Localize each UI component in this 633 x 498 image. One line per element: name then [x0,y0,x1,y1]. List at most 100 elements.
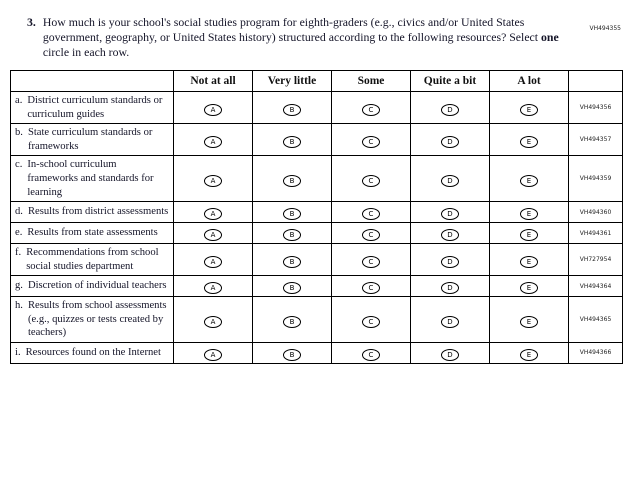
answer-bubble-a-lot[interactable]: E [520,135,538,148]
answer-cell: E [489,201,569,224]
answer-bubble-very-little[interactable]: B [283,135,301,148]
table-row: a. District curriculum standards or curri… [10,91,623,125]
question-text: How much is your school's social studies… [43,15,563,60]
answer-bubble-some[interactable]: C [362,348,380,361]
row-letter: d. [15,206,23,218]
answer-bubble-quite-a-bit[interactable]: D [441,348,459,361]
answer-cell: D [410,341,490,364]
row-label: Discretion of individual teachers [27,280,167,292]
answer-bubble-very-little[interactable]: B [283,315,301,328]
answer-bubble-very-little[interactable]: B [283,103,301,116]
row-label-cell: f. Recommendations from school social stu… [10,243,174,277]
answer-bubble-some[interactable]: C [362,229,380,242]
table-row: d. Results from district assessments A B C D E… [10,201,623,224]
answer-bubble-quite-a-bit[interactable]: D [441,255,459,268]
question-text-after: circle in each row. [42,45,130,60]
answer-cell: C [331,275,411,298]
column-header-some: Some [331,70,411,93]
answer-cell: C [331,201,411,224]
answer-bubble-some[interactable]: C [362,255,380,268]
answer-bubble-a-lot[interactable]: E [520,282,538,295]
answer-cell: E [489,123,569,157]
row-letter: g. [15,280,23,292]
answer-cell: B [252,296,332,343]
answer-cell: C [331,243,411,277]
row-label: Results from state assessments [27,227,158,239]
answer-bubble-quite-a-bit[interactable]: D [441,229,459,242]
response-table-header: Not at all Very little Some Quite a bit … [10,70,623,93]
answer-bubble-a-lot[interactable]: E [520,208,538,221]
answer-bubble-some[interactable]: C [362,315,380,328]
answer-bubble-not-at-all[interactable]: A [204,103,222,116]
answer-bubble-very-little[interactable]: B [283,255,301,268]
answer-cell: B [252,123,332,157]
answer-bubble-very-little[interactable]: B [283,348,301,361]
answer-cell: E [489,296,569,343]
row-label-cell: g. Discretion of individual teachers [10,275,174,298]
answer-cell: A [173,275,253,298]
column-header-very-little: Very little [252,70,332,93]
answer-bubble-quite-a-bit[interactable]: D [441,174,459,187]
answer-bubble-a-lot[interactable]: E [520,229,538,242]
answer-cell: A [173,201,253,224]
answer-bubble-a-lot[interactable]: E [520,103,538,116]
answer-bubble-a-lot[interactable]: E [520,315,538,328]
answer-bubble-not-at-all[interactable]: A [204,255,222,268]
row-label-cell: b. State curriculum standards or framewor… [10,123,174,157]
answer-bubble-quite-a-bit[interactable]: D [441,315,459,328]
answer-cell: C [331,222,411,245]
answer-bubble-not-at-all[interactable]: A [204,229,222,242]
answer-cell: D [410,222,490,245]
question-bold-word: one [541,30,559,45]
row-code: VH494357 [568,123,623,157]
answer-bubble-some[interactable]: C [362,208,380,221]
table-row: f. Recommendations from school social stu… [10,243,623,277]
row-label: Resources found on the Internet [25,347,161,359]
row-label: In-school curriculum frameworks and stan… [27,159,154,198]
answer-bubble-very-little[interactable]: B [283,282,301,295]
answer-bubble-very-little[interactable]: B [283,229,301,242]
answer-bubble-quite-a-bit[interactable]: D [441,282,459,295]
row-letter: b. [15,127,23,139]
row-label-cell: i. Resources found on the Internet [10,341,174,364]
row-letter: h. [15,300,23,312]
question-number: 3. [27,15,36,29]
answer-bubble-not-at-all[interactable]: A [204,174,222,187]
answer-bubble-quite-a-bit[interactable]: D [441,135,459,148]
answer-bubble-very-little[interactable]: B [283,208,301,221]
answer-bubble-not-at-all[interactable]: A [204,348,222,361]
row-label: Results from district assessments [27,206,169,218]
answer-bubble-a-lot[interactable]: E [520,348,538,361]
row-label-cell: e. Results from state assessments [10,222,174,245]
row-label: Recommendations from school social studi… [26,247,159,272]
answer-bubble-not-at-all[interactable]: A [204,282,222,295]
answer-cell: A [173,123,253,157]
answer-bubble-a-lot[interactable]: E [520,255,538,268]
answer-bubble-a-lot[interactable]: E [520,174,538,187]
answer-cell: C [331,155,411,203]
row-letter: e. [15,227,23,239]
answer-cell: B [252,201,332,224]
answer-bubble-some[interactable]: C [362,103,380,116]
answer-bubble-not-at-all[interactable]: A [204,208,222,221]
answer-bubble-some[interactable]: C [362,282,380,295]
row-label-cell: d. Results from district assessments [10,201,174,224]
answer-cell: C [331,123,411,157]
answer-bubble-quite-a-bit[interactable]: D [441,103,459,116]
form-code-top-right: VH494355 [589,25,621,32]
row-code: VH494366 [568,341,623,364]
answer-cell: C [331,341,411,364]
answer-bubble-some[interactable]: C [362,135,380,148]
table-row: i. Resources found on the Internet A B C D E VH… [10,341,623,364]
row-label-cell: c. In-school curriculum frameworks and st… [10,155,174,203]
row-code: VH494359 [568,155,623,203]
table-row: h. Results from school assessments (e.g.,… [10,296,623,343]
answer-cell: D [410,243,490,277]
answer-bubble-not-at-all[interactable]: A [204,315,222,328]
answer-bubble-quite-a-bit[interactable]: D [441,208,459,221]
answer-bubble-not-at-all[interactable]: A [204,135,222,148]
answer-bubble-very-little[interactable]: B [283,174,301,187]
row-label-cell: a. District curriculum standards or curri… [10,91,174,125]
answer-bubble-some[interactable]: C [362,174,380,187]
answer-cell: D [410,296,490,343]
